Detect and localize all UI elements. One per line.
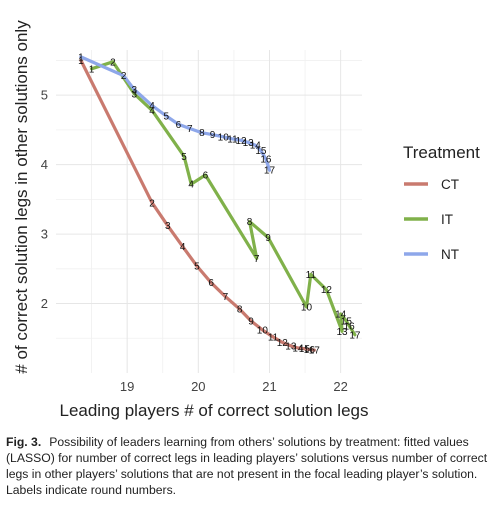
round-label-nt: 14 (250, 141, 262, 152)
legend-label-ct: CT (441, 177, 459, 192)
round-label-ct: 12 (277, 338, 289, 349)
round-label-nt: 10 (218, 132, 230, 143)
round-label-nt: 12 (235, 136, 247, 147)
round-label-nt: 7 (187, 124, 193, 135)
round-label-it: 4 (149, 106, 155, 117)
round-label-nt: 4 (149, 101, 155, 112)
series-line-it (90, 60, 357, 337)
round-label-it: 12 (321, 285, 333, 296)
round-label-it: 17 (349, 330, 361, 341)
y-tick-label: 4 (41, 157, 48, 172)
round-label-ct: 1 (78, 56, 84, 67)
round-label-nt: 2 (121, 71, 127, 82)
round-label-it: 9 (265, 233, 271, 244)
round-label-it: 15 (341, 316, 353, 327)
round-label-it: 5 (181, 152, 187, 163)
round-label-ct: 4 (180, 242, 186, 253)
round-label-nt: 17 (264, 166, 276, 177)
round-label-nt: 3 (131, 85, 137, 96)
round-label-ct: 8 (237, 305, 243, 316)
caption-text: Possibility of leaders learning from oth… (6, 435, 488, 497)
round-label-it: 4 (188, 180, 194, 191)
round-label-nt: 13 (243, 138, 255, 149)
legend-title: Treatment (403, 143, 480, 162)
grid (56, 50, 362, 373)
chart: 1234567891011121314151617123454678910111… (12, 20, 480, 420)
round-label-ct: 11 (268, 332, 279, 343)
series-line-nt (79, 55, 272, 172)
series-lines (79, 55, 357, 352)
x-tick-label: 19 (120, 379, 134, 394)
round-label-ct: 17 (309, 346, 321, 357)
round-label-it: 8 (247, 217, 253, 228)
round-label-nt: 6 (176, 120, 182, 131)
round-label-ct: 5 (194, 262, 200, 273)
y-axis-ticks: 2 3 4 5 (41, 88, 48, 311)
x-tick-label: 20 (191, 379, 205, 394)
figure-caption: Fig. 3. Possibility of leaders learning f… (6, 434, 494, 498)
series-line-ct (79, 58, 316, 352)
round-label-nt: 9 (210, 130, 216, 141)
round-label-nt: 11 (227, 134, 238, 145)
round-label-nt: 5 (164, 111, 170, 122)
round-label-ct: 9 (248, 316, 254, 327)
round-label-nt: 1 (78, 52, 84, 63)
legend: Treatment CT IT NT (403, 143, 480, 262)
round-label-ct: 2 (149, 198, 155, 209)
round-label-nt: 16 (260, 155, 272, 166)
figure-number: Fig. 3. (6, 435, 42, 449)
x-tick-label: 21 (262, 379, 276, 394)
round-label-nt: 8 (199, 128, 205, 139)
y-tick-label: 5 (41, 88, 48, 103)
round-label-ct: 15 (299, 344, 311, 355)
x-tick-label: 22 (333, 379, 347, 394)
round-label-ct: 6 (208, 278, 214, 289)
round-label-ct: 14 (292, 343, 304, 354)
round-label-ct: 16 (304, 345, 316, 356)
point-labels: 1234567891011121314151617123454678910111… (78, 52, 361, 356)
round-label-it: 7 (254, 254, 260, 265)
round-label-it: 11 (306, 270, 317, 281)
round-label-it: 1 (89, 64, 95, 75)
round-label-ct: 3 (165, 221, 171, 232)
round-label-it: 3 (131, 89, 137, 100)
round-label-it: 6 (203, 171, 209, 182)
round-label-ct: 13 (285, 341, 297, 352)
round-label-nt: 15 (255, 146, 267, 157)
round-label-it: 2 (110, 57, 116, 68)
legend-label-it: IT (441, 212, 453, 227)
round-label-it: 14 (335, 309, 347, 320)
round-label-it: 16 (344, 321, 356, 332)
round-label-it: 10 (301, 303, 313, 314)
x-axis-ticks: 19 20 21 22 (120, 379, 348, 394)
y-axis-label: # of correct solution legs in other solu… (12, 20, 31, 374)
round-label-it: 13 (337, 327, 349, 338)
x-axis-label: Leading players # of correct solution le… (59, 401, 368, 420)
y-tick-label: 3 (41, 227, 48, 242)
round-label-ct: 10 (257, 325, 269, 336)
round-label-ct: 7 (223, 292, 229, 303)
y-tick-label: 2 (41, 296, 48, 311)
legend-label-nt: NT (441, 247, 459, 262)
